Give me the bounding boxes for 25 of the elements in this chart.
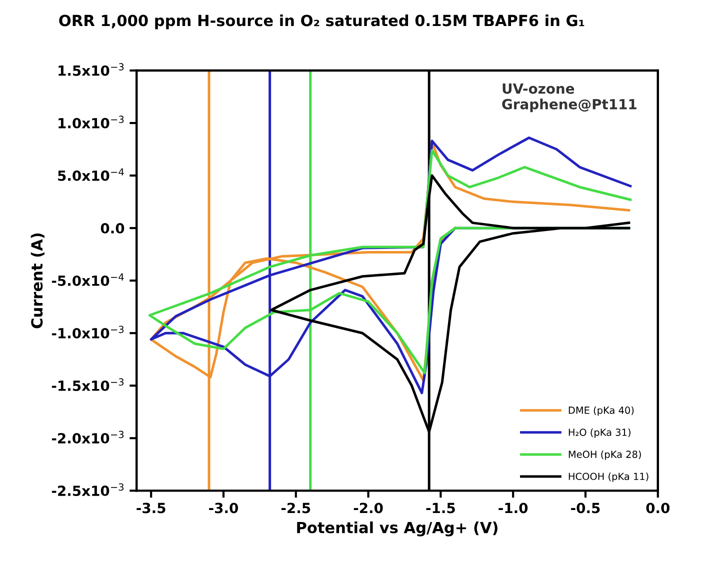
- x-tick-label: -3.5: [136, 502, 166, 514]
- y-tick-label: 1.5x10$^{−3}$: [58, 63, 124, 76]
- y-tick-label: 1.0x10$^{−3}$: [58, 116, 124, 128]
- y-tick-label: -2.0x10$^{−3}$: [52, 430, 124, 444]
- x-tick-label: -1.5: [426, 502, 455, 514]
- legend-label: DME (pKa 40): [568, 406, 634, 416]
- x-tick-label: -1.0: [498, 502, 528, 514]
- x-tick-label: 0.0: [646, 502, 670, 514]
- x-tick-label: -2.0: [354, 502, 383, 514]
- y-tick-label: -5.0x10$^{−4}$: [52, 273, 124, 286]
- x-tick-label: -2.5: [281, 502, 310, 514]
- legend-label: HCOOH (pKa 11): [568, 472, 648, 482]
- y-tick-label: 0.0: [100, 223, 124, 234]
- x-axis-title: Potential vs Ag/Ag+ (V): [297, 521, 498, 536]
- chart-title: ORR 1,000 ppm H-source in O₂ saturated 0.15M TBAPF6 in G₁: [59, 14, 584, 30]
- annotation: UV-ozone Graphene@Pt111: [502, 84, 636, 112]
- y-tick-label: 5.0x10$^{−4}$: [58, 168, 124, 181]
- legend-label: H₂O (pKa 31): [568, 428, 630, 438]
- legend-label: MeOH (pKa 28): [568, 450, 641, 460]
- y-tick-label: -1.5x10$^{−3}$: [52, 378, 124, 392]
- x-tick-label: -0.5: [571, 502, 600, 514]
- x-tick-label: -3.0: [209, 502, 238, 514]
- y-axis-title: Current (A): [30, 234, 44, 328]
- y-tick-label: -1.0x10$^{−3}$: [52, 326, 124, 338]
- y-tick-label: -2.5x10$^{−3}$: [52, 483, 124, 496]
